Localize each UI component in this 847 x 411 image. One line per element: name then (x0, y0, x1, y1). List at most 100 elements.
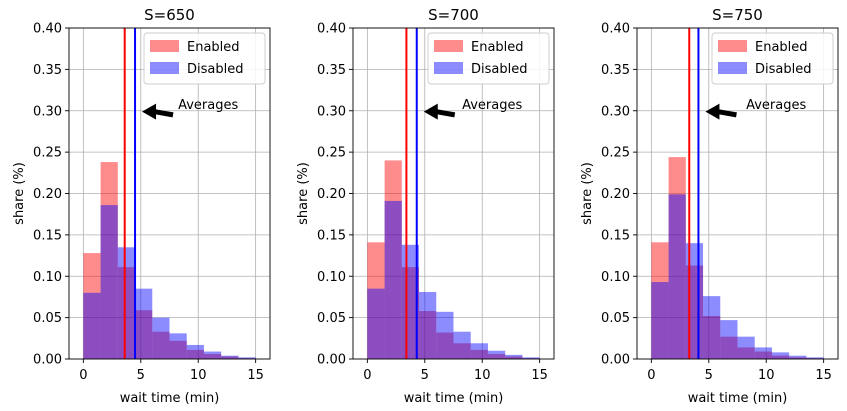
x-tick-label: 15 (815, 368, 832, 383)
bar-enabled-5 (737, 347, 755, 359)
annotation-averages: Averages (746, 98, 806, 113)
x-axis-label: wait time (min) (688, 391, 788, 406)
bar-disabled-1 (668, 194, 686, 359)
chart-panel-2: 0.00 0.05 0.10 0.15 0.20 0.25 0.30 0.35 0.40 0 5 10… (296, 6, 555, 406)
bar-enabled-3 (703, 315, 721, 359)
bar-disabled-8 (221, 355, 239, 359)
annotation-arrow-shaft (717, 109, 737, 118)
y-tick-label: 0.20 (317, 187, 346, 202)
bar-enabled-1 (384, 160, 402, 359)
x-axis-label: wait time (min) (404, 391, 504, 406)
legend-label-disabled: Disabled (755, 62, 811, 77)
bar-disabled-1 (384, 200, 402, 359)
bar-disabled-0 (83, 292, 101, 359)
y-tick-label: 0.35 (33, 63, 62, 78)
annotation-arrow-shaft (153, 109, 174, 118)
x-tick-label: 5 (421, 368, 429, 383)
x-tick-label: 0 (79, 368, 87, 383)
bar-enabled-8 (505, 356, 523, 359)
bar-disabled-9 (238, 357, 256, 359)
bar-enabled-8 (221, 356, 239, 359)
bar-enabled-4 (720, 336, 738, 359)
bar-enabled-7 (771, 355, 790, 359)
bar-enabled-7 (203, 354, 222, 359)
y-tick-label: 0.00 (33, 353, 62, 368)
x-tick-label: 0 (647, 368, 655, 383)
y-tick-label: 0.00 (317, 353, 346, 368)
bar-disabled-5 (169, 333, 187, 359)
bar-enabled-0 (83, 253, 101, 359)
legend-label-disabled: Disabled (471, 62, 527, 77)
y-tick-label: 0.00 (601, 353, 630, 368)
y-tick-label: 0.05 (33, 311, 62, 326)
bar-enabled-1 (100, 162, 118, 359)
x-tick-label: 10 (190, 368, 207, 383)
y-tick-label: 0.30 (317, 104, 346, 119)
bar-disabled-0 (367, 288, 385, 359)
y-tick-label: 0.35 (317, 63, 346, 78)
y-tick-label: 0.40 (317, 22, 346, 37)
x-tick-label: 15 (247, 368, 264, 383)
y-axis-label: share (%) (12, 162, 27, 225)
bar-disabled-8 (505, 354, 523, 359)
annotation-arrow-head (705, 103, 720, 120)
y-tick-label: 0.05 (601, 311, 630, 326)
legend-swatch-enabled (150, 40, 179, 52)
bar-disabled-2 (117, 247, 136, 359)
legend-box (711, 32, 834, 85)
annotation-arrow-shaft (435, 109, 456, 118)
bar-disabled-8 (789, 355, 807, 359)
y-tick-label: 0.15 (33, 228, 62, 243)
y-tick-label: 0.15 (601, 228, 630, 243)
annotation-arrow-head (423, 103, 438, 120)
chart-title: S=650 (144, 6, 195, 24)
y-tick-label: 0.20 (601, 187, 630, 202)
chart-title: S=750 (712, 6, 763, 24)
legend-swatch-disabled (434, 62, 463, 74)
legend-box (427, 32, 550, 85)
y-tick-label: 0.10 (601, 270, 630, 285)
bar-enabled-5 (453, 343, 471, 359)
bar-disabled-3 (135, 288, 153, 359)
bar-disabled-3 (703, 296, 721, 359)
chart-title: S=700 (428, 6, 479, 24)
y-tick-label: 0.10 (33, 270, 62, 285)
y-tick-label: 0.40 (33, 22, 62, 37)
y-tick-label: 0.35 (601, 63, 630, 78)
legend-label-enabled: Enabled (755, 40, 808, 55)
chart-panel-3: 0.00 0.05 0.10 0.15 0.20 0.25 0.30 0.35 0.40 0 5 10… (580, 6, 839, 406)
bar-disabled-4 (152, 317, 170, 359)
bar-disabled-9 (522, 357, 540, 359)
annotation-averages: Averages (462, 98, 522, 113)
bar-enabled-0 (367, 242, 385, 359)
legend-label-enabled: Enabled (187, 40, 240, 55)
y-tick-label: 0.30 (33, 104, 62, 119)
y-tick-label: 0.25 (317, 146, 346, 161)
y-tick-label: 0.10 (317, 270, 346, 285)
x-tick-label: 15 (531, 368, 548, 383)
bar-enabled-8 (789, 357, 807, 359)
legend-swatch-enabled (434, 40, 463, 52)
x-axis-label: wait time (min) (120, 391, 220, 406)
x-tick-label: 0 (363, 368, 371, 383)
y-tick-label: 0.40 (601, 22, 630, 37)
bar-enabled-5 (169, 340, 187, 359)
bar-disabled-6 (186, 344, 204, 359)
x-tick-label: 10 (758, 368, 775, 383)
bar-disabled-3 (419, 291, 437, 359)
bar-enabled-6 (186, 349, 204, 359)
annotation-averages: Averages (178, 98, 238, 113)
bar-enabled-4 (152, 331, 170, 359)
bar-disabled-0 (651, 282, 669, 359)
bar-disabled-6 (470, 343, 488, 359)
bar-disabled-5 (453, 331, 471, 359)
bar-disabled-4 (720, 320, 738, 359)
legend-label-disabled: Disabled (187, 62, 243, 77)
bar-disabled-7 (487, 350, 506, 359)
bar-disabled-4 (436, 311, 454, 359)
legend-swatch-enabled (718, 40, 747, 52)
bar-enabled-7 (487, 354, 506, 359)
legend-swatch-disabled (718, 62, 747, 74)
bar-disabled-1 (100, 205, 118, 359)
